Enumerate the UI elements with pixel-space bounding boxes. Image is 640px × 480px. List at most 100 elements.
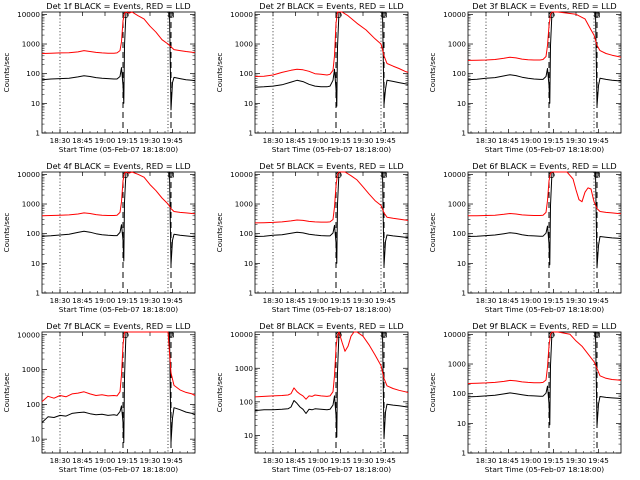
y-axis-label: Counts/sec — [2, 53, 11, 93]
saturation-box-marker — [594, 12, 600, 18]
y-tick-label: 1 — [461, 129, 466, 138]
saturation-box-marker — [168, 172, 174, 178]
x-tick-label: 19:30 — [353, 136, 374, 145]
series-line-lld — [41, 171, 196, 217]
series-line-lld — [41, 331, 196, 402]
x-tick-label: 19:00 — [521, 136, 542, 145]
series-line-events — [467, 171, 622, 269]
y-tick-label: 1000 — [22, 200, 41, 209]
plot-frame — [467, 171, 622, 294]
x-tick-label: 18:45 — [498, 296, 519, 305]
x-tick-label: 18:30 — [263, 136, 284, 145]
saturation-box-marker — [381, 332, 387, 338]
y-axis-label: Counts/sec — [215, 213, 224, 253]
x-tick-label: 18:45 — [72, 296, 93, 305]
x-axis-label: Start Time (05-Feb-07 18:18:00) — [485, 145, 604, 154]
chart-panel-9: Det 9f BLACK = Events, RED = LLD 18:30 18:… — [428, 321, 622, 474]
y-axis-label: Counts/sec — [215, 53, 224, 93]
y-tick-label: 100 — [452, 69, 466, 78]
chart-panel-3: Det 3f BLACK = Events, RED = LLD 18:30 18:… — [428, 1, 622, 154]
y-tick-label: 10000 — [17, 330, 40, 339]
y-tick-label: 10 — [457, 419, 467, 428]
series-line-events — [467, 11, 622, 107]
y-tick-label: 10000 — [443, 10, 466, 19]
chart-title: Det 2f BLACK = Events, RED = LLD — [259, 1, 403, 11]
y-tick-label: 1000 — [22, 365, 41, 374]
y-tick-label: 10 — [244, 431, 254, 440]
chart-title: Det 3f BLACK = Events, RED = LLD — [472, 1, 616, 11]
x-tick-label: 18:45 — [72, 456, 93, 465]
x-tick-label: 18:45 — [498, 456, 519, 465]
x-tick-label: 19:15 — [330, 456, 351, 465]
y-axis-label: Counts/sec — [2, 373, 11, 413]
series-line-lld — [467, 331, 622, 384]
chart-title: Det 9f BLACK = Events, RED = LLD — [472, 321, 616, 331]
series-line-events — [41, 11, 196, 111]
x-tick-label: 19:15 — [117, 456, 138, 465]
y-tick-label: 10 — [457, 99, 467, 108]
x-tick-label: 19:00 — [95, 456, 116, 465]
chart-title: Det 5f BLACK = Events, RED = LLD — [259, 161, 403, 171]
y-tick-label: 100 — [26, 69, 40, 78]
y-tick-label: 1 — [35, 289, 40, 298]
y-tick-label: 1 — [461, 289, 466, 298]
x-tick-label: 19:45 — [162, 456, 183, 465]
series-line-events — [467, 331, 622, 427]
y-tick-label: 1000 — [22, 40, 41, 49]
y-tick-label: 100 — [26, 229, 40, 238]
chart-title: Det 6f BLACK = Events, RED = LLD — [472, 161, 616, 171]
y-tick-label: 10 — [457, 259, 467, 268]
x-tick-label: 19:30 — [566, 456, 587, 465]
x-tick-label: 19:00 — [308, 136, 329, 145]
plot-frame — [41, 11, 196, 134]
plot-frame — [41, 331, 196, 454]
x-tick-label: 19:45 — [162, 136, 183, 145]
x-tick-label: 19:45 — [375, 456, 396, 465]
y-tick-label: 1 — [461, 449, 466, 458]
y-tick-label: 10000 — [443, 330, 466, 339]
x-axis-label: Start Time (05-Feb-07 18:18:00) — [485, 305, 604, 314]
plot-frame — [41, 171, 196, 294]
y-tick-label: 100 — [239, 397, 253, 406]
series-line-lld — [254, 11, 409, 77]
x-tick-label: 19:00 — [521, 296, 542, 305]
x-tick-label: 18:45 — [72, 136, 93, 145]
series-line-lld — [467, 11, 622, 61]
x-tick-label: 18:45 — [285, 456, 306, 465]
y-axis-label: Counts/sec — [428, 213, 437, 253]
x-tick-label: 19:15 — [543, 456, 564, 465]
x-tick-label: 18:30 — [476, 296, 497, 305]
x-tick-label: 18:45 — [285, 136, 306, 145]
x-tick-label: 19:45 — [375, 136, 396, 145]
y-tick-label: 100 — [452, 229, 466, 238]
y-tick-label: 10000 — [443, 170, 466, 179]
x-tick-label: 18:30 — [263, 296, 284, 305]
series-line-lld — [254, 171, 409, 224]
chart-panel-6: Det 6f BLACK = Events, RED = LLD 18:30 18:… — [428, 161, 622, 314]
y-tick-label: 10000 — [17, 10, 40, 19]
x-tick-label: 19:30 — [566, 136, 587, 145]
chart-panel-2: Det 2f BLACK = Events, RED = LLD 18:30 18:… — [215, 1, 409, 154]
chart-title: Det 7f BLACK = Events, RED = LLD — [46, 321, 190, 331]
chart-title: Det 1f BLACK = Events, RED = LLD — [46, 1, 190, 11]
saturation-box-marker — [381, 172, 387, 178]
y-tick-label: 10000 — [230, 330, 253, 339]
x-axis-label: Start Time (05-Feb-07 18:18:00) — [272, 305, 391, 314]
chart-panel-5: Det 5f BLACK = Events, RED = LLD 18:30 18:… — [215, 161, 409, 314]
chart-panel-8: Det 8f BLACK = Events, RED = LLD 18:30 18:… — [215, 321, 409, 474]
x-axis-label: Start Time (05-Feb-07 18:18:00) — [59, 305, 178, 314]
x-tick-label: 18:30 — [50, 456, 71, 465]
x-axis-label: Start Time (05-Feb-07 18:18:00) — [59, 465, 178, 474]
saturation-box-marker — [594, 172, 600, 178]
x-tick-label: 19:15 — [117, 136, 138, 145]
x-tick-label: 19:15 — [330, 296, 351, 305]
y-tick-label: 10000 — [230, 10, 253, 19]
x-tick-label: 19:00 — [95, 136, 116, 145]
series-line-events — [41, 171, 196, 266]
y-tick-label: 100 — [239, 69, 253, 78]
plot-frame — [254, 171, 409, 294]
x-tick-label: 19:15 — [543, 296, 564, 305]
series-line-events — [254, 331, 409, 440]
plot-frame — [467, 331, 622, 454]
chart-panel-1: Det 1f BLACK = Events, RED = LLD 18:30 18:… — [2, 1, 196, 154]
